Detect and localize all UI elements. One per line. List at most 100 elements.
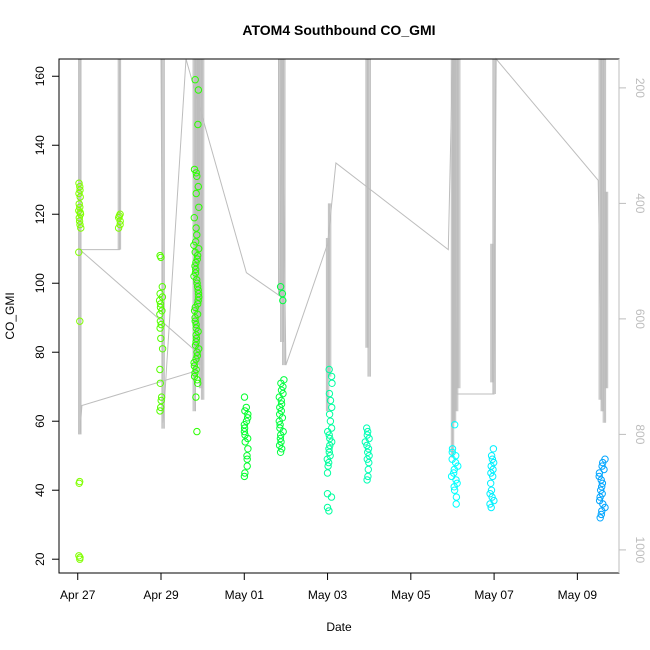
data-point xyxy=(276,434,285,443)
x-tick-label: Apr 29 xyxy=(143,588,179,602)
data-point xyxy=(193,283,202,291)
data-point xyxy=(240,393,249,401)
data-point xyxy=(276,421,284,429)
data-point xyxy=(277,407,285,415)
data-point xyxy=(328,403,336,412)
data-point xyxy=(325,365,333,374)
data-point xyxy=(193,348,201,356)
data-point xyxy=(325,410,334,418)
data-point xyxy=(190,372,199,381)
data-point xyxy=(192,189,200,198)
data-point xyxy=(327,424,336,432)
data-point xyxy=(191,369,199,377)
data-point xyxy=(448,445,457,453)
data-point xyxy=(326,417,335,425)
data-point xyxy=(76,220,84,229)
data-point xyxy=(156,407,164,415)
secondary-y-tick-label: 1000 xyxy=(633,537,647,564)
data-point xyxy=(364,465,372,474)
data-point xyxy=(192,169,200,177)
data-point xyxy=(191,341,200,349)
data-point xyxy=(365,452,373,460)
data-point xyxy=(598,479,607,487)
secondary-y-tick-label: 600 xyxy=(633,309,647,329)
data-point xyxy=(325,389,334,398)
x-tick-label: May 09 xyxy=(558,588,598,602)
data-point xyxy=(190,307,199,315)
data-point xyxy=(364,445,373,453)
data-point xyxy=(76,182,84,191)
data-point xyxy=(76,193,84,201)
data-point xyxy=(195,203,203,212)
data-point xyxy=(244,445,252,453)
data-point xyxy=(490,496,498,505)
data-point xyxy=(76,477,84,486)
data-point xyxy=(323,503,332,512)
data-point xyxy=(193,352,202,360)
data-point xyxy=(364,448,372,456)
data-point xyxy=(453,479,461,487)
data-point xyxy=(193,427,201,436)
data-point xyxy=(116,210,124,218)
y-tick-label: 120 xyxy=(33,204,47,224)
data-point xyxy=(240,424,249,432)
data-point xyxy=(241,431,249,439)
data-point xyxy=(279,389,287,398)
data-point xyxy=(327,493,336,501)
data-point xyxy=(191,317,199,325)
data-point xyxy=(365,458,373,467)
data-point xyxy=(192,355,200,363)
data-point xyxy=(116,220,124,229)
data-point xyxy=(190,165,199,174)
data-point xyxy=(156,379,165,387)
data-point xyxy=(487,452,496,460)
data-point xyxy=(75,200,83,208)
data-point xyxy=(190,241,198,250)
data-point xyxy=(194,182,203,191)
data-point xyxy=(598,462,606,470)
data-point xyxy=(597,476,605,484)
data-point xyxy=(243,452,251,460)
data-point xyxy=(190,272,198,280)
data-point xyxy=(190,362,199,370)
data-point xyxy=(193,279,201,287)
data-point xyxy=(195,293,203,301)
data-point xyxy=(452,500,460,508)
data-point xyxy=(241,469,249,477)
data-point xyxy=(326,396,335,405)
data-point xyxy=(190,214,199,222)
data-point xyxy=(192,258,200,267)
data-point xyxy=(597,510,605,519)
data-point xyxy=(242,403,251,412)
data-point xyxy=(325,431,333,439)
data-point xyxy=(276,410,284,418)
data-point xyxy=(195,245,203,253)
data-point xyxy=(190,358,198,367)
y-tick-label: 160 xyxy=(33,66,47,86)
data-point xyxy=(363,424,371,432)
data-point xyxy=(487,486,496,494)
data-point xyxy=(191,269,200,277)
data-point xyxy=(598,483,606,491)
data-point xyxy=(194,300,202,308)
data-point xyxy=(365,434,373,443)
secondary-y-tick-label: 800 xyxy=(633,424,647,444)
data-point xyxy=(194,120,202,129)
data-point xyxy=(157,403,165,412)
data-point xyxy=(601,455,609,463)
data-point xyxy=(194,289,203,298)
data-point xyxy=(75,214,84,222)
data-point xyxy=(75,207,83,215)
data-point xyxy=(156,317,165,325)
data-point xyxy=(194,379,202,387)
scatter-points-layer xyxy=(75,76,609,563)
data-point xyxy=(157,396,165,405)
data-point xyxy=(277,438,285,446)
y-axis-label: CO_GMI xyxy=(3,292,17,339)
data-point xyxy=(596,514,604,522)
data-point xyxy=(240,472,249,481)
secondary-y-tick-label: 400 xyxy=(633,193,647,213)
data-point xyxy=(450,469,458,477)
chart-title: ATOM4 Southbound CO_GMI xyxy=(242,22,435,38)
